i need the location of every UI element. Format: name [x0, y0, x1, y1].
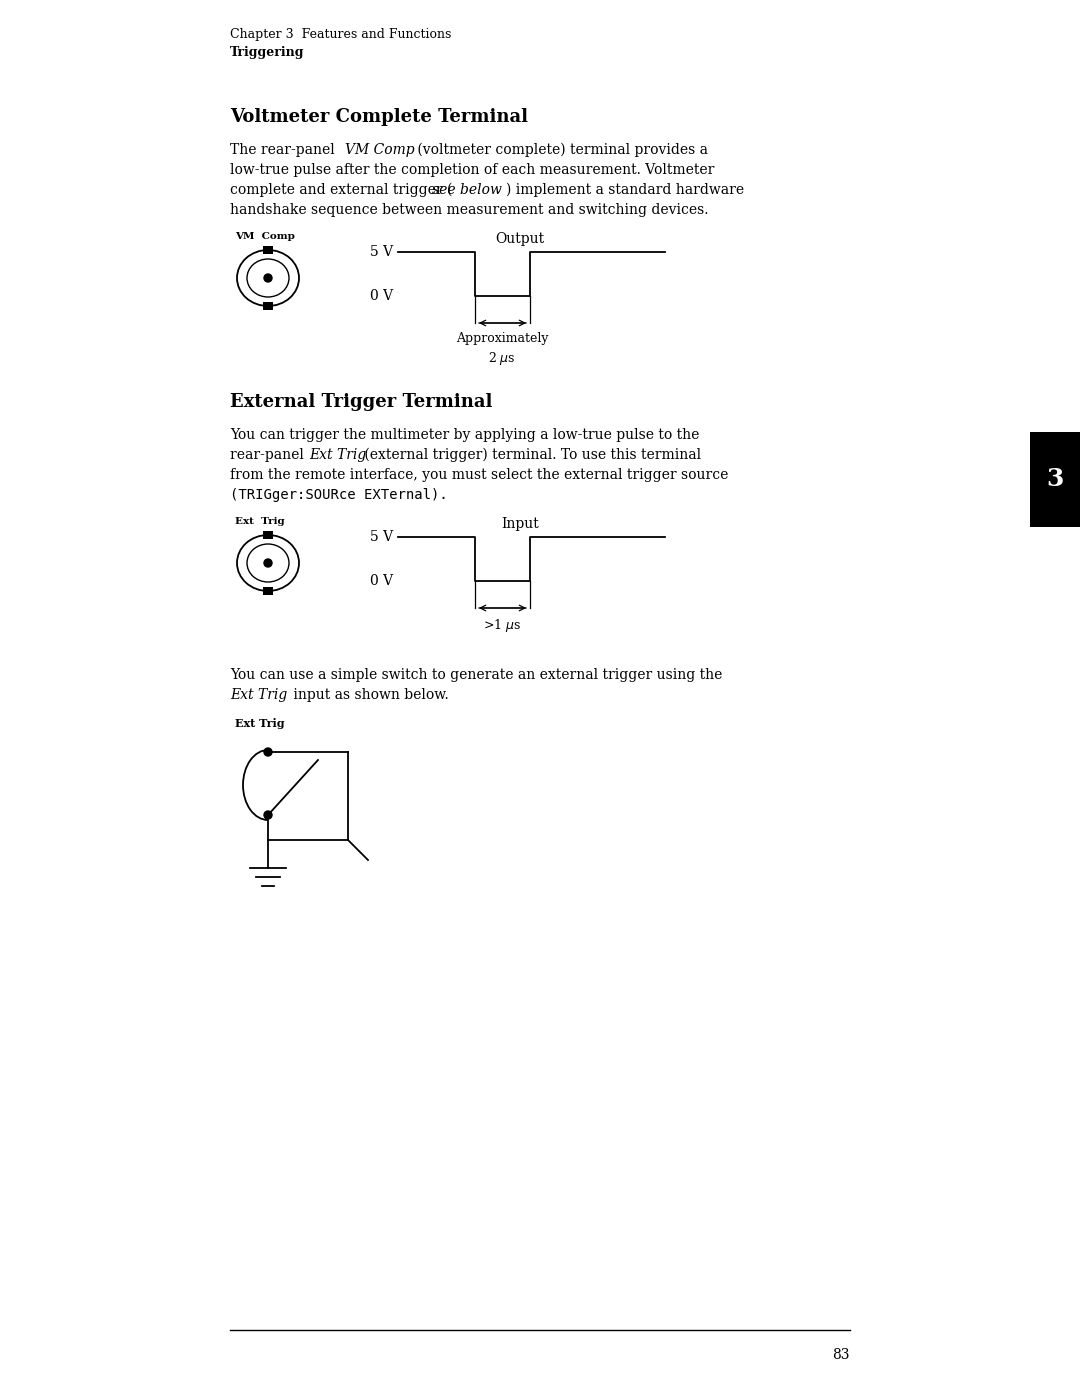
Bar: [264, 531, 273, 539]
Text: You can use a simple switch to generate an external trigger using the: You can use a simple switch to generate …: [230, 668, 723, 682]
Text: 0 V: 0 V: [370, 289, 393, 303]
Text: (TRIGger:SOURce EXTernal).: (TRIGger:SOURce EXTernal).: [230, 488, 448, 502]
Circle shape: [264, 559, 272, 567]
Circle shape: [264, 274, 272, 282]
Text: Voltmeter Complete Terminal: Voltmeter Complete Terminal: [230, 108, 528, 126]
Text: Ext  Trig: Ext Trig: [235, 517, 285, 527]
Text: 3: 3: [1047, 467, 1064, 490]
Text: from the remote interface, you must select the external trigger source: from the remote interface, you must sele…: [230, 468, 728, 482]
Text: The rear-panel: The rear-panel: [230, 142, 339, 156]
Text: (external trigger) terminal. To use this terminal: (external trigger) terminal. To use this…: [360, 448, 701, 462]
Text: Output: Output: [496, 232, 544, 246]
Text: Input: Input: [501, 517, 539, 531]
Text: Chapter 3  Features and Functions: Chapter 3 Features and Functions: [230, 28, 451, 41]
Text: You can trigger the multimeter by applying a low-true pulse to the: You can trigger the multimeter by applyi…: [230, 427, 700, 441]
Text: Approximately: Approximately: [456, 332, 549, 345]
Text: 2 $\mu$s: 2 $\mu$s: [488, 351, 516, 367]
Text: 5 V: 5 V: [370, 244, 393, 258]
Text: Triggering: Triggering: [230, 46, 305, 59]
Bar: [264, 246, 273, 254]
Circle shape: [264, 812, 272, 819]
Text: 83: 83: [833, 1348, 850, 1362]
Text: 0 V: 0 V: [370, 574, 393, 588]
Bar: [264, 587, 273, 595]
Text: VM  Comp: VM Comp: [235, 232, 295, 242]
Text: (voltmeter complete) terminal provides a: (voltmeter complete) terminal provides a: [413, 142, 708, 158]
Text: see below: see below: [432, 183, 502, 197]
Text: Ext Trig: Ext Trig: [230, 687, 287, 703]
Bar: [1030, 432, 1080, 527]
Bar: [264, 302, 273, 310]
Circle shape: [264, 747, 272, 756]
Text: External Trigger Terminal: External Trigger Terminal: [230, 393, 492, 411]
Text: complete and external trigger (: complete and external trigger (: [230, 183, 453, 197]
Text: input as shown below.: input as shown below.: [289, 687, 449, 703]
Text: Ext Trig: Ext Trig: [235, 718, 285, 729]
Text: VM Comp: VM Comp: [345, 142, 415, 156]
Text: handshake sequence between measurement and switching devices.: handshake sequence between measurement a…: [230, 203, 708, 217]
Text: rear-panel: rear-panel: [230, 448, 308, 462]
Text: 5 V: 5 V: [370, 529, 393, 543]
Text: low-true pulse after the completion of each measurement. Voltmeter: low-true pulse after the completion of e…: [230, 163, 714, 177]
Text: Ext Trig: Ext Trig: [309, 448, 366, 462]
Text: >1 $\mu$s: >1 $\mu$s: [483, 617, 521, 634]
Text: ) implement a standard hardware: ) implement a standard hardware: [507, 183, 744, 197]
